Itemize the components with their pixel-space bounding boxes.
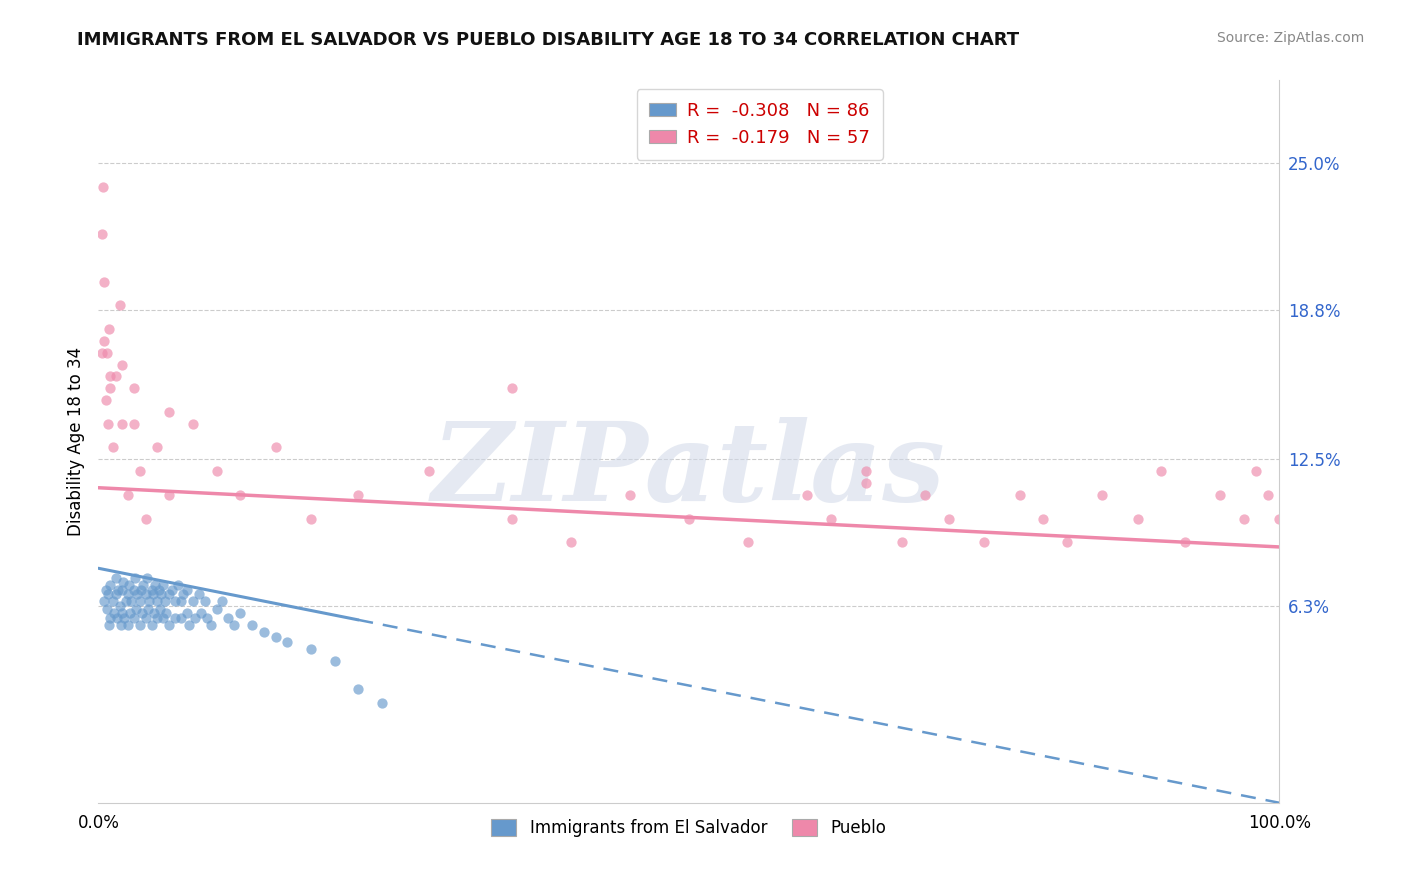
Point — [127, 587, 149, 601]
Point — [111, 358, 134, 372]
Point — [166, 578, 188, 592]
Legend: Immigrants from El Salvador, Pueblo: Immigrants from El Salvador, Pueblo — [484, 810, 894, 845]
Point — [131, 607, 153, 621]
Point — [108, 599, 131, 614]
Point — [737, 535, 759, 549]
Point — [97, 417, 120, 431]
Point — [796, 488, 818, 502]
Point — [93, 275, 115, 289]
Point — [152, 578, 174, 592]
Point — [142, 607, 165, 621]
Text: IMMIGRANTS FROM EL SALVADOR VS PUEBLO DISABILITY AGE 18 TO 34 CORRELATION CHART: IMMIGRANTS FROM EL SALVADOR VS PUEBLO DI… — [77, 31, 1019, 49]
Point — [94, 582, 117, 597]
Point — [101, 594, 124, 608]
Point — [125, 601, 148, 615]
Point — [1056, 535, 1078, 549]
Point — [347, 488, 370, 502]
Point — [142, 587, 165, 601]
Point — [160, 582, 183, 597]
Point — [181, 417, 204, 431]
Point — [112, 575, 135, 590]
Point — [240, 618, 263, 632]
Point — [184, 611, 207, 625]
Point — [1032, 511, 1054, 525]
Point — [211, 594, 233, 608]
Point — [146, 611, 169, 625]
Point — [98, 322, 121, 336]
Point — [678, 511, 700, 525]
Point — [217, 611, 239, 625]
Point — [117, 618, 139, 632]
Point — [122, 417, 145, 431]
Point — [299, 641, 322, 656]
Point — [146, 441, 169, 455]
Point — [157, 587, 180, 601]
Point — [179, 618, 201, 632]
Point — [1233, 511, 1256, 525]
Point — [194, 594, 217, 608]
Point — [176, 607, 198, 621]
Point — [264, 630, 287, 644]
Point — [105, 369, 128, 384]
Point — [128, 594, 150, 608]
Point — [146, 594, 169, 608]
Point — [1257, 488, 1279, 502]
Point — [117, 587, 139, 601]
Point — [108, 298, 131, 312]
Point — [94, 393, 117, 408]
Point — [855, 464, 877, 478]
Point — [105, 611, 128, 625]
Point — [418, 464, 440, 478]
Point — [973, 535, 995, 549]
Point — [1209, 488, 1232, 502]
Point — [820, 511, 842, 525]
Point — [229, 607, 252, 621]
Point — [157, 618, 180, 632]
Point — [176, 582, 198, 597]
Point — [1268, 511, 1291, 525]
Point — [136, 601, 159, 615]
Point — [91, 180, 114, 194]
Point — [205, 464, 228, 478]
Point — [148, 582, 170, 597]
Point — [914, 488, 936, 502]
Point — [1244, 464, 1267, 478]
Point — [105, 571, 128, 585]
Point — [122, 582, 145, 597]
Point — [1174, 535, 1197, 549]
Point — [1150, 464, 1173, 478]
Point — [141, 618, 163, 632]
Point — [224, 618, 246, 632]
Point — [120, 607, 142, 621]
Point — [855, 475, 877, 490]
Point — [98, 381, 121, 395]
Point — [264, 441, 287, 455]
Point — [124, 571, 146, 585]
Point — [143, 578, 166, 592]
Point — [98, 618, 121, 632]
Point — [253, 625, 276, 640]
Point — [114, 594, 136, 608]
Point — [98, 578, 121, 592]
Point — [135, 571, 157, 585]
Point — [96, 345, 118, 359]
Point — [91, 227, 114, 242]
Point — [103, 607, 125, 621]
Point — [135, 587, 157, 601]
Point — [170, 611, 193, 625]
Point — [195, 611, 218, 625]
Point — [1091, 488, 1114, 502]
Point — [121, 594, 143, 608]
Point — [229, 488, 252, 502]
Point — [128, 464, 150, 478]
Point — [619, 488, 641, 502]
Point — [107, 582, 129, 597]
Point — [111, 417, 134, 431]
Point — [323, 654, 346, 668]
Point — [187, 587, 209, 601]
Point — [170, 594, 193, 608]
Point — [112, 611, 135, 625]
Point — [938, 511, 960, 525]
Point — [111, 607, 134, 621]
